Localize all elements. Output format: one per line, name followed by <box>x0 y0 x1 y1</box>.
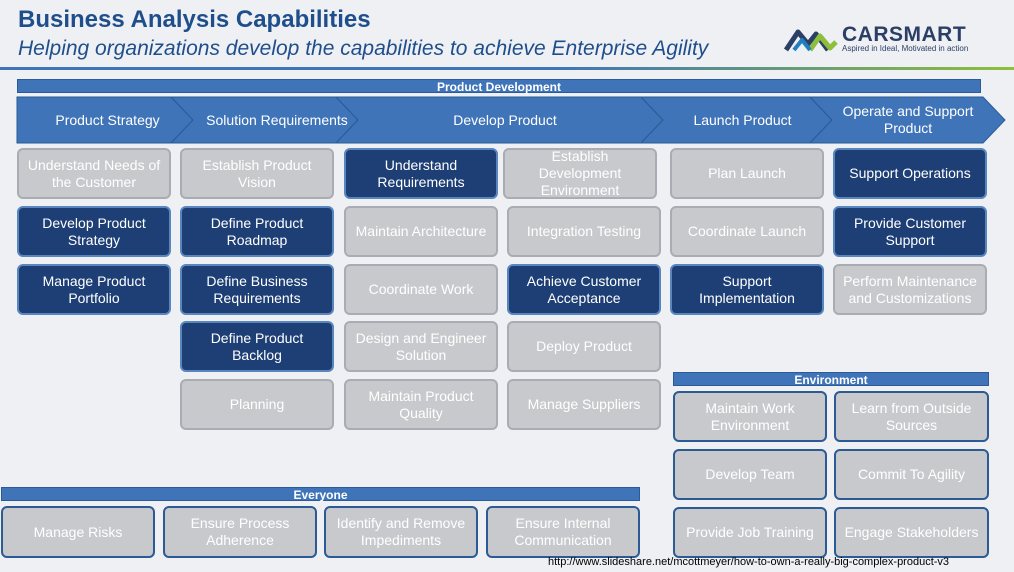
logo-wordmark: CARSMART <box>842 23 967 46</box>
capability-box: Deploy Product <box>507 321 661 372</box>
capability-box: Maintain Architecture <box>344 206 498 257</box>
capability-box: Maintain Work Environment <box>673 391 827 442</box>
company-logo: CARSMART Aspired in Ideal, Motivated in … <box>784 22 984 56</box>
capability-box: Define Business Requirements <box>180 264 334 315</box>
phase-label-solution-requirements: Solution Requirements <box>206 111 348 128</box>
logo-tagline: Aspired in Ideal, Motivated in action <box>842 44 969 53</box>
page-subtitle: Helping organizations develop the capabi… <box>18 37 709 60</box>
phase-label-operate-support: Operate and Support Product <box>842 103 974 136</box>
capability-box: Provide Customer Support <box>833 206 987 257</box>
capability-box: Understand Needs of the Customer <box>17 148 171 199</box>
capability-box: Identify and Remove Impediments <box>324 506 478 558</box>
everyone-band: Everyone <box>1 487 640 502</box>
capability-box: Ensure Internal Communication <box>486 506 640 558</box>
capability-box: Manage Risks <box>1 506 155 558</box>
product-development-band: Product Development <box>17 79 981 94</box>
capability-box: Commit To Agility <box>834 449 989 500</box>
capability-box: Support Implementation <box>670 264 824 315</box>
capability-box: Coordinate Work <box>344 264 498 315</box>
capability-box: Define Product Backlog <box>180 321 334 372</box>
capability-box: Develop Product Strategy <box>17 206 171 257</box>
capability-box: Ensure Process Adherence <box>163 506 317 558</box>
capability-box: Define Product Roadmap <box>180 206 334 257</box>
phase-label-launch-product: Launch Product <box>693 111 792 128</box>
capability-box: Establish Development Environment <box>503 148 657 199</box>
capability-box: Integration Testing <box>507 206 661 257</box>
capability-box: Plan Launch <box>670 148 824 199</box>
source-url: http://www.slideshare.net/mcottmeyer/how… <box>548 556 950 568</box>
environment-band: Environment <box>673 372 989 387</box>
capability-box: Perform Maintenance and Customizations <box>833 264 987 315</box>
capability-box: Planning <box>180 379 334 430</box>
capability-box: Establish Product Vision <box>180 148 334 199</box>
page-title: Business Analysis Capabilities <box>18 6 371 33</box>
capability-box: Support Operations <box>833 148 987 199</box>
carsmart-mountain-logo-icon <box>784 29 838 52</box>
capability-box: Manage Suppliers <box>507 379 661 430</box>
phase-label-product-strategy: Product Strategy <box>55 111 160 128</box>
capability-box: Design and Engineer Solution <box>344 321 498 372</box>
capability-box: Learn from Outside Sources <box>834 391 989 442</box>
capability-box: Coordinate Launch <box>670 206 824 257</box>
capability-box: Manage Product Portfolio <box>17 264 171 315</box>
header-divider <box>0 67 1014 70</box>
capability-box: Engage Stakeholders <box>834 507 989 558</box>
capability-box: Maintain Product Quality <box>344 379 498 430</box>
capability-box: Provide Job Training <box>673 507 827 558</box>
phase-label-develop-product: Develop Product <box>453 111 557 128</box>
capability-box: Develop Team <box>673 449 827 500</box>
capability-box: Understand Requirements <box>344 148 498 199</box>
capability-box: Achieve Customer Acceptance <box>507 264 661 315</box>
